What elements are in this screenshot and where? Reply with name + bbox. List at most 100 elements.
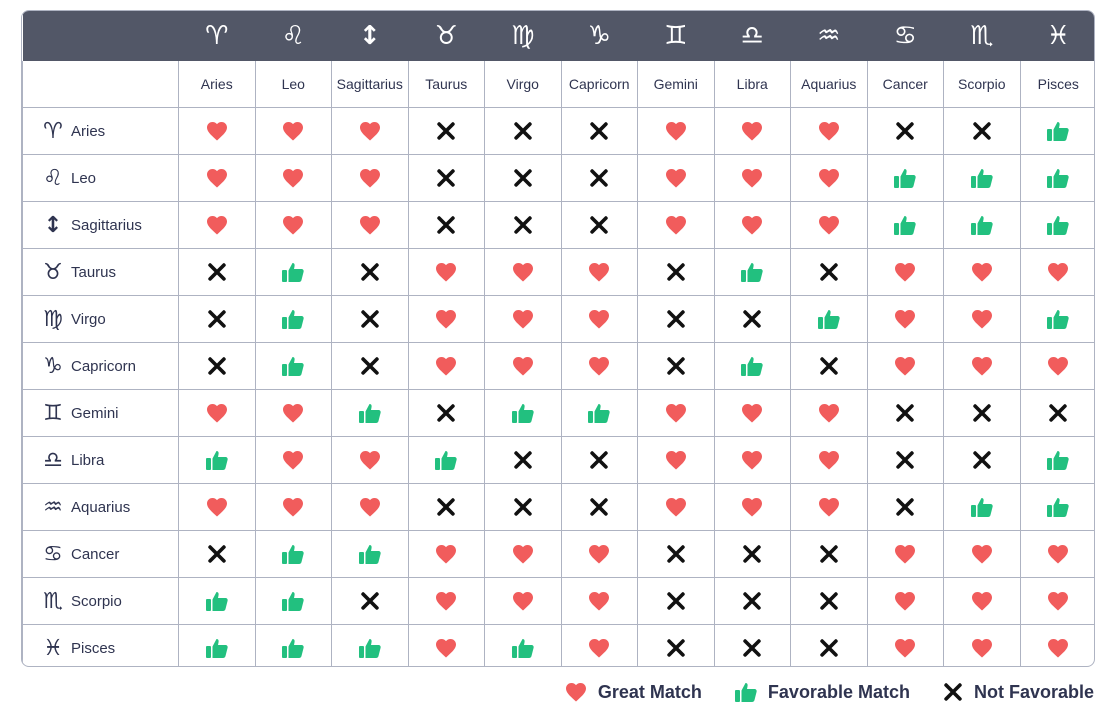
- virgo-symbol-icon: ♍: [484, 11, 561, 61]
- x-mark-icon: [942, 681, 964, 703]
- compatibility-cell: [560, 107, 638, 155]
- capricorn-symbol-icon: ♑: [43, 353, 63, 379]
- compatibility-cell: [790, 624, 868, 666]
- table-row: ♌ Leo: [22, 154, 1094, 202]
- compatibility-cell: [484, 295, 562, 343]
- heart-icon: [205, 213, 229, 237]
- compatibility-cell: [178, 154, 256, 202]
- compatibility-cell: [866, 201, 944, 249]
- row-label: Sagittarius: [71, 216, 142, 234]
- compatibility-cell: [943, 577, 1021, 625]
- heart-icon: [817, 119, 841, 143]
- compatibility-cell: [484, 483, 562, 531]
- compatibility-cell: [790, 342, 868, 390]
- compatibility-cell: [943, 342, 1021, 390]
- row-label: Libra: [71, 451, 105, 469]
- compatibility-cell: [407, 107, 485, 155]
- compatibility-cell: [331, 107, 409, 155]
- heart-icon: [970, 542, 994, 566]
- compatibility-cell: [254, 248, 332, 296]
- compatibility-cell: [713, 107, 791, 155]
- x-mark-icon: [435, 167, 457, 189]
- compatibility-cell: [637, 201, 715, 249]
- compatibility-cell: [790, 154, 868, 202]
- compatibility-cell: [560, 389, 638, 437]
- compatibility-cell: [713, 342, 791, 390]
- compatibility-cell: [790, 483, 868, 531]
- x-mark-icon: [359, 308, 381, 330]
- heart-icon: [817, 495, 841, 519]
- compatibility-cell: [1019, 530, 1094, 578]
- thumbs-up-icon: [970, 495, 994, 519]
- libra-symbol-icon: ♎: [714, 11, 791, 61]
- heart-icon: [740, 166, 764, 190]
- heart-icon: [740, 495, 764, 519]
- x-mark-icon: [512, 214, 534, 236]
- compatibility-cell: [1019, 201, 1094, 249]
- compatibility-cell: [866, 577, 944, 625]
- heart-icon: [893, 354, 917, 378]
- column-header-cancer: Cancer: [866, 61, 944, 108]
- heart-icon: [817, 448, 841, 472]
- compatibility-cell: [943, 483, 1021, 531]
- compatibility-cell: [943, 107, 1021, 155]
- x-mark-icon: [971, 449, 993, 471]
- compatibility-cell: [1019, 577, 1094, 625]
- compatibility-cell: [178, 483, 256, 531]
- column-header-capricorn: Capricorn: [560, 61, 638, 108]
- thumbs-up-icon: [281, 542, 305, 566]
- heart-icon: [358, 213, 382, 237]
- thumbs-up-icon: [1046, 119, 1070, 143]
- heart-icon: [587, 636, 611, 660]
- header-corner: [22, 11, 179, 61]
- legend-not-favorable-label: Not Favorable: [973, 681, 1094, 702]
- compatibility-cell: [560, 201, 638, 249]
- row-header-cancer: ♋ Cancer: [22, 530, 179, 578]
- compatibility-cell: [866, 530, 944, 578]
- thumbs-up-icon: [970, 166, 994, 190]
- compatibility-cell: [484, 201, 562, 249]
- compatibility-cell: [178, 389, 256, 437]
- aquarius-symbol-icon: ♒: [790, 11, 867, 61]
- compatibility-cell: [331, 577, 409, 625]
- compatibility-cell: [407, 248, 485, 296]
- heart-icon: [358, 166, 382, 190]
- heart-icon: [664, 213, 688, 237]
- compatibility-cell: [713, 483, 791, 531]
- compatibility-cell: [943, 248, 1021, 296]
- heart-icon: [205, 119, 229, 143]
- compatibility-cell: [331, 483, 409, 531]
- compatibility-cell: [866, 342, 944, 390]
- x-mark-icon: [359, 590, 381, 612]
- thumbs-up-icon: [1046, 495, 1070, 519]
- column-header-leo: Leo: [254, 61, 332, 108]
- heart-icon: [205, 495, 229, 519]
- x-mark-icon: [665, 637, 687, 659]
- header-corner: [22, 61, 179, 108]
- compatibility-cell: [407, 577, 485, 625]
- x-mark-icon: [894, 120, 916, 142]
- heart-icon: [817, 213, 841, 237]
- heart-icon: [587, 589, 611, 613]
- heart-icon: [434, 636, 458, 660]
- compatibility-cell: [943, 530, 1021, 578]
- scorpio-symbol-icon: ♏: [943, 11, 1020, 61]
- compatibility-cell: [484, 248, 562, 296]
- heart-icon: [664, 401, 688, 425]
- compatibility-cell: [178, 436, 256, 484]
- heart-icon: [281, 166, 305, 190]
- x-mark-icon: [206, 543, 228, 565]
- thumbs-up-icon: [734, 680, 758, 704]
- compatibility-cell: [790, 389, 868, 437]
- x-mark-icon: [818, 261, 840, 283]
- compatibility-cell: [178, 248, 256, 296]
- compatibility-cell: [866, 624, 944, 666]
- compatibility-cell: [866, 436, 944, 484]
- heart-icon: [205, 166, 229, 190]
- heart-icon: [664, 495, 688, 519]
- compatibility-cell: [790, 577, 868, 625]
- compatibility-cell: [1019, 342, 1094, 390]
- heart-icon: [587, 542, 611, 566]
- x-mark-icon: [512, 496, 534, 518]
- compatibility-cell: [254, 107, 332, 155]
